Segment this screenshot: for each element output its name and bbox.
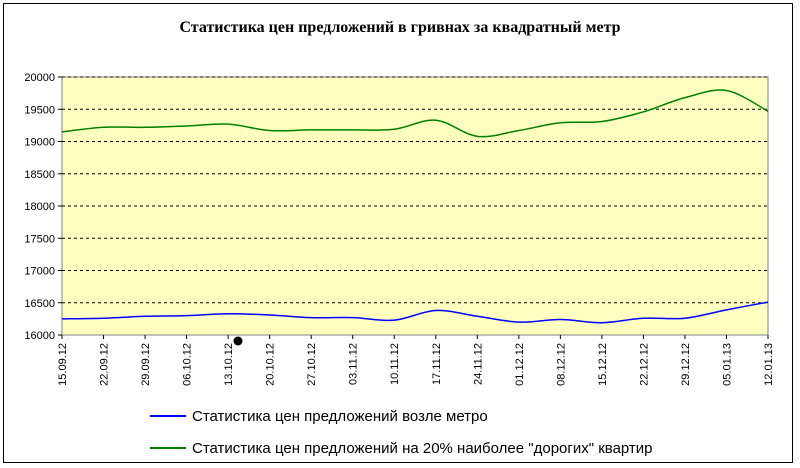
legend-item-metro: Статистика цен предложений возле метро (150, 400, 653, 432)
x-tick-label: 22.09.12 (99, 343, 111, 386)
series-line-1 (61, 89, 769, 138)
x-tick-label: 06.10.12 (182, 343, 194, 386)
x-tick-label: 29.09.12 (140, 343, 152, 386)
x-tick-label: 15.09.12 (57, 343, 69, 386)
marker-dot (233, 336, 243, 346)
x-tick-label: 08.12.12 (555, 343, 567, 386)
legend-line-metro (150, 415, 186, 417)
y-tick-label: 16000 (24, 330, 55, 342)
legend: Статистика цен предложений возле метро С… (150, 400, 653, 464)
x-tick-label: 27.10.12 (306, 343, 318, 386)
y-tick-label: 17500 (24, 233, 55, 245)
x-tick-label: 20.10.12 (265, 343, 277, 386)
y-axis: 16000 16500 17000 17500 18000 18500 19000 19500… (24, 72, 62, 342)
y-tick-label: 17000 (24, 266, 55, 278)
x-tick-label: 15.12.12 (597, 343, 609, 386)
legend-label-expensive: Статистика цен предложений на 20% наибол… (192, 439, 653, 457)
y-tick-label: 16500 (24, 298, 55, 310)
x-axis: 15.09.12 22.09.12 29.09.12 06.10.12 13.10.12… (57, 335, 775, 386)
y-tick-label: 18500 (24, 169, 55, 181)
legend-item-expensive: Статистика цен предложений на 20% наибол… (150, 432, 653, 464)
legend-label-metro: Статистика цен предложений возле метро (192, 407, 488, 425)
y-tick-label: 18000 (24, 201, 55, 213)
x-tick-label: 10.11.12 (389, 343, 401, 385)
y-tick-label: 19000 (24, 137, 55, 149)
x-tick-label: 17.11.12 (431, 343, 443, 385)
chart-title: Статистика цен предложений в гривнах за … (179, 19, 621, 36)
x-tick-label: 01.12.12 (514, 343, 526, 386)
x-tick-label: 12.01.13 (763, 343, 775, 386)
legend-line-expensive (150, 447, 186, 449)
series-line-0 (61, 301, 769, 324)
x-tick-label: 24.11.12 (472, 343, 484, 385)
y-tick-label: 19500 (24, 104, 55, 116)
x-tick-label: 13.10.12 (223, 343, 235, 386)
x-tick-label: 22.12.12 (638, 343, 650, 386)
series-layer (61, 89, 769, 324)
x-tick-label: 05.01.13 (721, 343, 733, 386)
x-tick-label: 29.12.12 (680, 343, 692, 386)
x-tick-label: 03.11.12 (348, 343, 360, 385)
y-tick-label: 20000 (24, 72, 55, 84)
